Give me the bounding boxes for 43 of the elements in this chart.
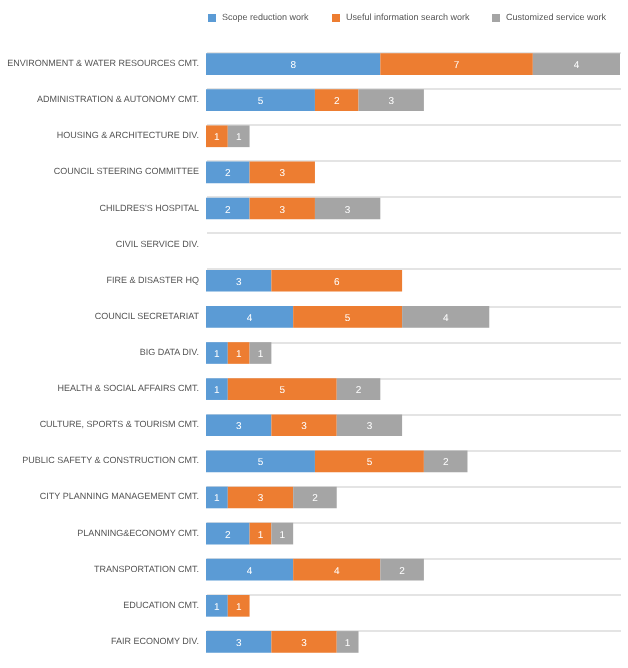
bar — [206, 53, 381, 75]
bar — [206, 161, 250, 184]
bar — [206, 89, 315, 112]
bar — [249, 161, 315, 184]
bar — [206, 378, 228, 400]
bar — [206, 558, 294, 581]
bar — [336, 414, 403, 437]
bar — [314, 197, 381, 220]
bar — [336, 631, 359, 653]
bar — [206, 306, 294, 328]
bar — [206, 197, 250, 220]
bar — [227, 378, 337, 400]
bar — [271, 522, 294, 545]
bar — [293, 558, 381, 581]
bar — [380, 558, 424, 581]
bar — [293, 306, 403, 328]
bar — [227, 125, 250, 148]
bar — [227, 594, 250, 617]
bar — [206, 342, 228, 364]
bar — [532, 53, 620, 75]
bar — [227, 342, 250, 364]
bar — [293, 486, 337, 509]
bar — [206, 414, 272, 437]
bar — [314, 450, 424, 473]
bar — [206, 594, 228, 617]
bar — [271, 631, 337, 653]
bar — [271, 414, 337, 437]
bar — [271, 269, 403, 292]
bar — [206, 450, 315, 473]
bar — [358, 89, 424, 112]
bar — [336, 378, 381, 400]
bar — [206, 486, 228, 509]
bar — [206, 631, 272, 653]
bar — [206, 269, 272, 292]
bar — [206, 125, 228, 148]
bar — [249, 342, 272, 364]
bar — [423, 450, 468, 473]
bar — [227, 486, 294, 509]
bar — [249, 197, 315, 220]
bar — [206, 522, 250, 545]
bar — [380, 53, 533, 75]
bar — [314, 89, 359, 112]
bar — [402, 306, 490, 328]
